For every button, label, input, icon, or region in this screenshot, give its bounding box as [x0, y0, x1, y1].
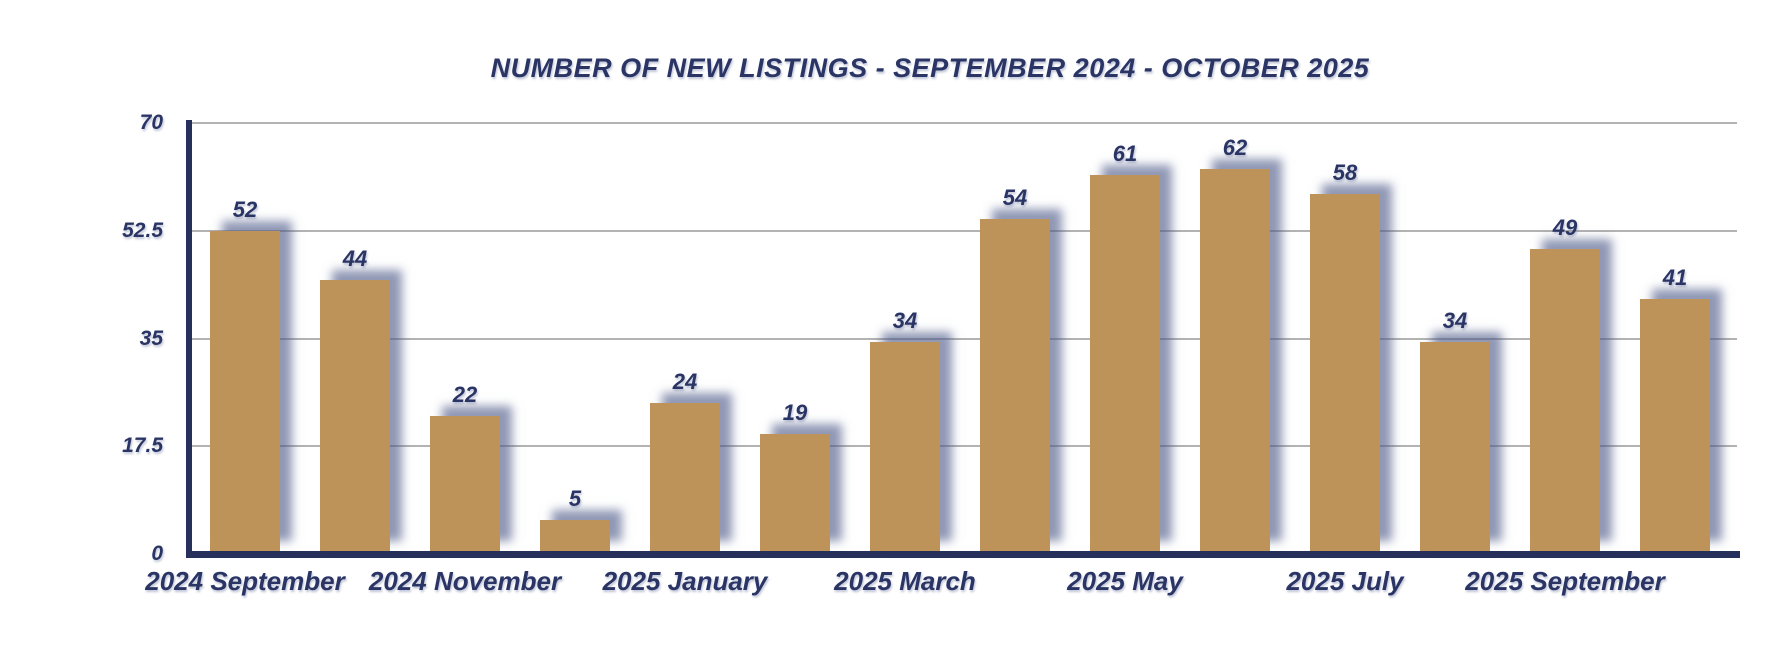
y-tick-label: 70 [139, 111, 163, 134]
x-axis-line [186, 551, 1740, 558]
y-tick-label: 17.5 [122, 434, 163, 458]
x-tick-label: 2025 May [1067, 566, 1183, 596]
x-tick-label: 2024 November [368, 566, 562, 596]
bar-value-label: 62 [1222, 135, 1248, 160]
x-tick-label: 2025 January [602, 566, 768, 596]
bar [1420, 342, 1490, 551]
bar [1640, 299, 1710, 551]
bar-value-label: 5 [568, 486, 582, 511]
x-tick-label: 2024 September [145, 566, 345, 596]
bar [980, 219, 1050, 551]
bar-value-label: 58 [1332, 160, 1358, 185]
bar-value-label: 41 [1662, 265, 1688, 290]
bar-value-label: 24 [672, 369, 698, 394]
bar-value-label: 22 [452, 382, 478, 407]
x-tick-label: 2025 September [1465, 566, 1665, 596]
x-tick-label: 2025 July [1286, 566, 1404, 596]
bar-value-label: 44 [342, 246, 368, 271]
bar [1090, 175, 1160, 551]
gridline [192, 122, 1737, 124]
y-tick-label: 0 [151, 542, 163, 565]
bar [320, 280, 390, 551]
gridline [192, 445, 1737, 448]
bar [540, 520, 610, 551]
chart-title: NUMBER OF NEW LISTINGS - SEPTEMBER 2024 … [490, 53, 1370, 83]
bar [650, 403, 720, 551]
y-axis-line [186, 120, 192, 558]
x-tick-label: 2025 March [834, 566, 976, 596]
gridline [192, 229, 1737, 232]
bar [870, 342, 940, 551]
bar-value-label: 52 [232, 197, 258, 222]
gridline [192, 337, 1737, 340]
bar-value-label: 49 [1552, 215, 1578, 240]
bar-value-label: 61 [1112, 141, 1138, 166]
bar-value-label: 34 [1442, 308, 1468, 333]
bar [210, 231, 280, 551]
bar [1200, 169, 1270, 551]
bar [760, 434, 830, 551]
bar [430, 416, 500, 551]
bar-value-label: 34 [892, 308, 918, 333]
bar [1310, 194, 1380, 551]
bar [1530, 249, 1600, 551]
bar-value-label: 54 [1002, 185, 1028, 210]
y-tick-label: 35 [139, 326, 163, 350]
y-tick-label: 52.5 [122, 218, 163, 242]
bar-value-label: 19 [782, 400, 808, 425]
